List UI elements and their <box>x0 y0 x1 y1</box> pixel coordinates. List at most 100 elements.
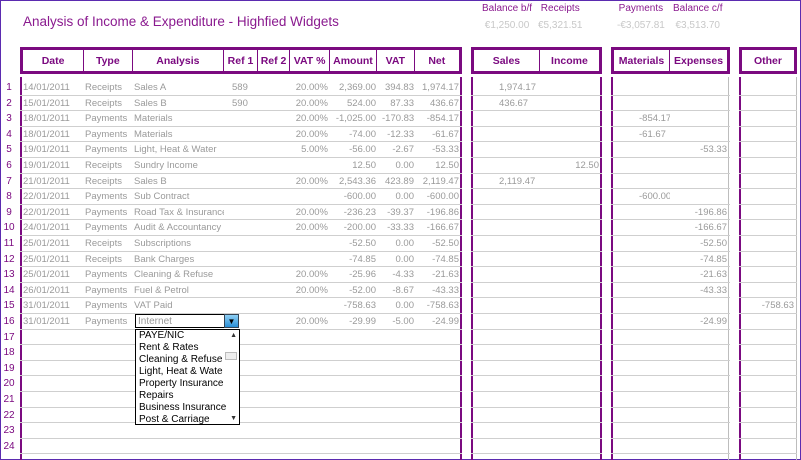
cell-sales[interactable] <box>471 158 540 174</box>
column-header[interactable]: Analysis <box>133 50 225 71</box>
cell-expenses[interactable]: -166.67 <box>694 222 727 234</box>
column-header[interactable]: Materials <box>614 50 671 71</box>
cell-analysis[interactable]: Bank Charges <box>134 253 195 265</box>
cell-amount[interactable]: -200.00 <box>343 222 376 234</box>
cell-other[interactable] <box>739 127 797 143</box>
cell-ref1[interactable] <box>224 174 258 190</box>
cell-vat-rate[interactable]: 20.00% <box>295 175 328 187</box>
cell-vat-rate[interactable]: 20.00% <box>295 222 328 234</box>
cell-income[interactable] <box>540 80 602 96</box>
cell-date[interactable]: 22/01/2011 <box>23 206 70 218</box>
cell-materials[interactable] <box>611 96 670 112</box>
cell-ref2[interactable] <box>258 283 291 299</box>
cell-net[interactable]: -74.85 <box>432 253 459 265</box>
column-header[interactable]: VAT <box>377 50 415 71</box>
cell-analysis[interactable]: Sales A <box>134 82 167 93</box>
cell-type[interactable]: Receipts <box>85 97 122 109</box>
cell-other[interactable] <box>739 314 797 330</box>
cell-ref2[interactable] <box>258 96 291 112</box>
column-header[interactable]: Ref 1 <box>224 50 258 71</box>
cell-income[interactable] <box>540 314 602 330</box>
cell-other[interactable] <box>739 80 797 96</box>
cell-net[interactable]: -758.63 <box>426 300 459 312</box>
cell-date[interactable]: 22/01/2011 <box>23 191 70 203</box>
cell-sales[interactable] <box>471 142 540 158</box>
row-number[interactable]: 24 <box>3 440 15 452</box>
cell-vat-rate[interactable]: 20.00% <box>295 316 328 327</box>
cell-date[interactable]: 14/01/2011 <box>23 82 70 93</box>
cell-expenses[interactable]: -52.50 <box>700 238 727 249</box>
cell-analysis[interactable]: Sundry Income <box>134 160 198 171</box>
cell-type[interactable]: Payments <box>85 284 128 296</box>
cell-expenses[interactable]: -24.99 <box>700 316 727 327</box>
cell-net[interactable]: -854.17 <box>426 113 459 125</box>
dropdown-option[interactable]: Property Insurance <box>139 378 224 389</box>
cell-sales[interactable] <box>471 267 540 283</box>
cell-other[interactable] <box>739 236 797 252</box>
cell-ref2[interactable] <box>258 298 291 314</box>
column-header[interactable]: Income <box>551 54 588 67</box>
cell-amount[interactable]: 2,369.00 <box>339 82 376 93</box>
row-number[interactable]: 18 <box>3 347 15 359</box>
cell-amount[interactable]: -25.96 <box>349 269 376 281</box>
cell-ref2[interactable] <box>258 205 291 221</box>
cell-vat[interactable]: 423.89 <box>384 175 414 187</box>
cell-type[interactable]: Payments <box>85 269 128 281</box>
column-header[interactable]: Type <box>84 50 133 71</box>
cell-sales[interactable] <box>471 298 540 314</box>
cell-net[interactable]: -43.33 <box>432 284 459 296</box>
cell-materials[interactable] <box>611 314 670 330</box>
cell-date[interactable]: 25/01/2011 <box>23 238 70 249</box>
cell-ref1[interactable] <box>224 252 258 268</box>
cell-ref2[interactable] <box>258 174 291 190</box>
cell-expenses[interactable]: -53.33 <box>700 144 727 156</box>
cell-expenses[interactable] <box>670 158 730 174</box>
cell-materials[interactable] <box>611 174 670 190</box>
cell-date[interactable]: 25/01/2011 <box>23 269 70 281</box>
cell-date[interactable]: 26/01/2011 <box>23 284 70 296</box>
row-number[interactable]: 22 <box>3 409 15 421</box>
cell-net[interactable]: 2,119.47 <box>422 175 459 187</box>
cell-other[interactable] <box>739 111 797 127</box>
column-header[interactable]: Other <box>753 54 782 67</box>
cell-other[interactable]: -758.63 <box>761 300 794 312</box>
cell-income[interactable]: 12.50 <box>575 160 599 171</box>
cell-vat[interactable]: 0.00 <box>395 300 415 312</box>
row-number[interactable]: 8 <box>6 191 12 203</box>
row-number[interactable]: 12 <box>3 253 15 265</box>
cell-ref2[interactable] <box>258 189 291 205</box>
cell-amount[interactable]: -56.00 <box>349 144 376 156</box>
cell-expenses[interactable]: -196.86 <box>694 206 727 218</box>
cell-date[interactable]: 24/01/2011 <box>23 222 70 234</box>
cell-amount[interactable]: -74.00 <box>349 128 376 140</box>
cell-date[interactable]: 19/01/2011 <box>23 144 70 156</box>
row-number[interactable]: 5 <box>6 144 12 156</box>
cell-amount[interactable]: -52.00 <box>349 284 376 296</box>
cell-vat[interactable]: -2.67 <box>392 144 414 156</box>
cell-ref1[interactable] <box>224 298 258 314</box>
cell-sales[interactable] <box>471 252 540 268</box>
cell-ref2[interactable] <box>258 80 291 96</box>
column-header[interactable]: Ref 2 <box>258 50 291 71</box>
cell-net[interactable]: -600.00 <box>426 191 459 203</box>
row-number[interactable]: 14 <box>3 284 15 296</box>
cell-vat[interactable]: 87.33 <box>390 97 414 109</box>
cell-sales[interactable] <box>471 189 540 205</box>
cell-vat[interactable]: 394.83 <box>384 82 414 93</box>
cell-sales[interactable] <box>471 205 540 221</box>
cell-vat-rate[interactable]: 20.00% <box>295 284 328 296</box>
cell-materials[interactable] <box>611 283 670 299</box>
cell-net[interactable]: 1,974.17 <box>422 82 459 93</box>
cell-other[interactable] <box>739 142 797 158</box>
cell-vat-rate[interactable]: 5.00% <box>301 144 328 156</box>
cell-vat-rate[interactable] <box>291 236 331 252</box>
column-header[interactable]: Amount <box>330 50 378 71</box>
cell-materials[interactable] <box>611 205 670 221</box>
cell-expenses[interactable]: -21.63 <box>700 269 727 281</box>
cell-ref2[interactable] <box>258 111 291 127</box>
cell-analysis[interactable]: Materials <box>134 128 173 140</box>
cell-income[interactable] <box>540 142 602 158</box>
cell-ref2[interactable] <box>258 267 291 283</box>
cell-income[interactable] <box>540 267 602 283</box>
cell-materials[interactable] <box>611 220 670 236</box>
